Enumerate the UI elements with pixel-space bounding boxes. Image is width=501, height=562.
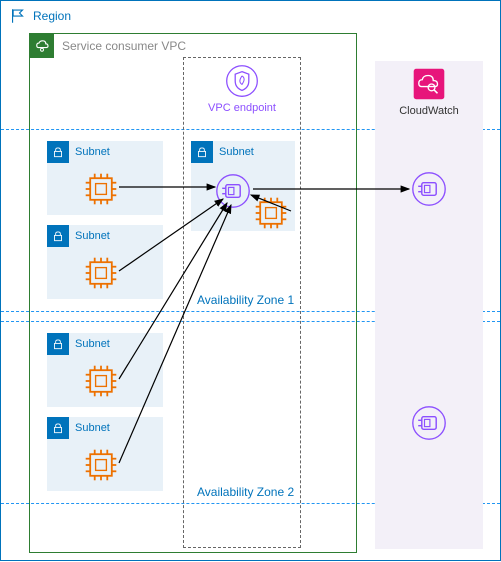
region-label: Region bbox=[33, 9, 71, 23]
subnet-label: Subnet bbox=[75, 338, 110, 350]
subnet-label: Subnet bbox=[75, 146, 110, 158]
lock-icon bbox=[47, 141, 69, 163]
subnet-header: Subnet bbox=[47, 141, 110, 163]
subnet-label: Subnet bbox=[219, 146, 254, 158]
subnet-header: Subnet bbox=[47, 225, 110, 247]
diagram-canvas: Region Service consumer VPC bbox=[0, 0, 501, 561]
az2-label: Availability Zone 2 bbox=[197, 485, 294, 499]
lock-icon bbox=[47, 417, 69, 439]
vpc-label: Service consumer VPC bbox=[62, 39, 186, 53]
lock-icon bbox=[47, 333, 69, 355]
eni-icon bbox=[411, 171, 447, 207]
chip-icon bbox=[253, 195, 289, 231]
region-header: Region bbox=[9, 7, 71, 25]
endpoint-label: VPC endpoint bbox=[208, 102, 276, 114]
chip-icon bbox=[83, 447, 119, 483]
cloudwatch-column: CloudWatch bbox=[375, 61, 483, 549]
vpc-icon bbox=[30, 34, 54, 58]
chip-icon bbox=[83, 171, 119, 207]
vpc-header: Service consumer VPC bbox=[30, 34, 186, 58]
endpoint-icon bbox=[225, 64, 259, 101]
subnet-header: Subnet bbox=[47, 417, 110, 439]
chip-icon bbox=[83, 255, 119, 291]
subnet-label: Subnet bbox=[75, 422, 110, 434]
lock-icon bbox=[47, 225, 69, 247]
chip-icon bbox=[83, 363, 119, 399]
cloudwatch-label: CloudWatch bbox=[399, 105, 459, 117]
eni-icon bbox=[411, 405, 447, 441]
flag-icon bbox=[9, 7, 27, 25]
cloudwatch-icon bbox=[412, 67, 446, 104]
subnet-header: Subnet bbox=[47, 333, 110, 355]
subnet-header: Subnet bbox=[191, 141, 254, 163]
eni-icon bbox=[215, 173, 251, 209]
lock-icon bbox=[191, 141, 213, 163]
subnet-label: Subnet bbox=[75, 230, 110, 242]
az1-label: Availability Zone 1 bbox=[197, 293, 294, 307]
